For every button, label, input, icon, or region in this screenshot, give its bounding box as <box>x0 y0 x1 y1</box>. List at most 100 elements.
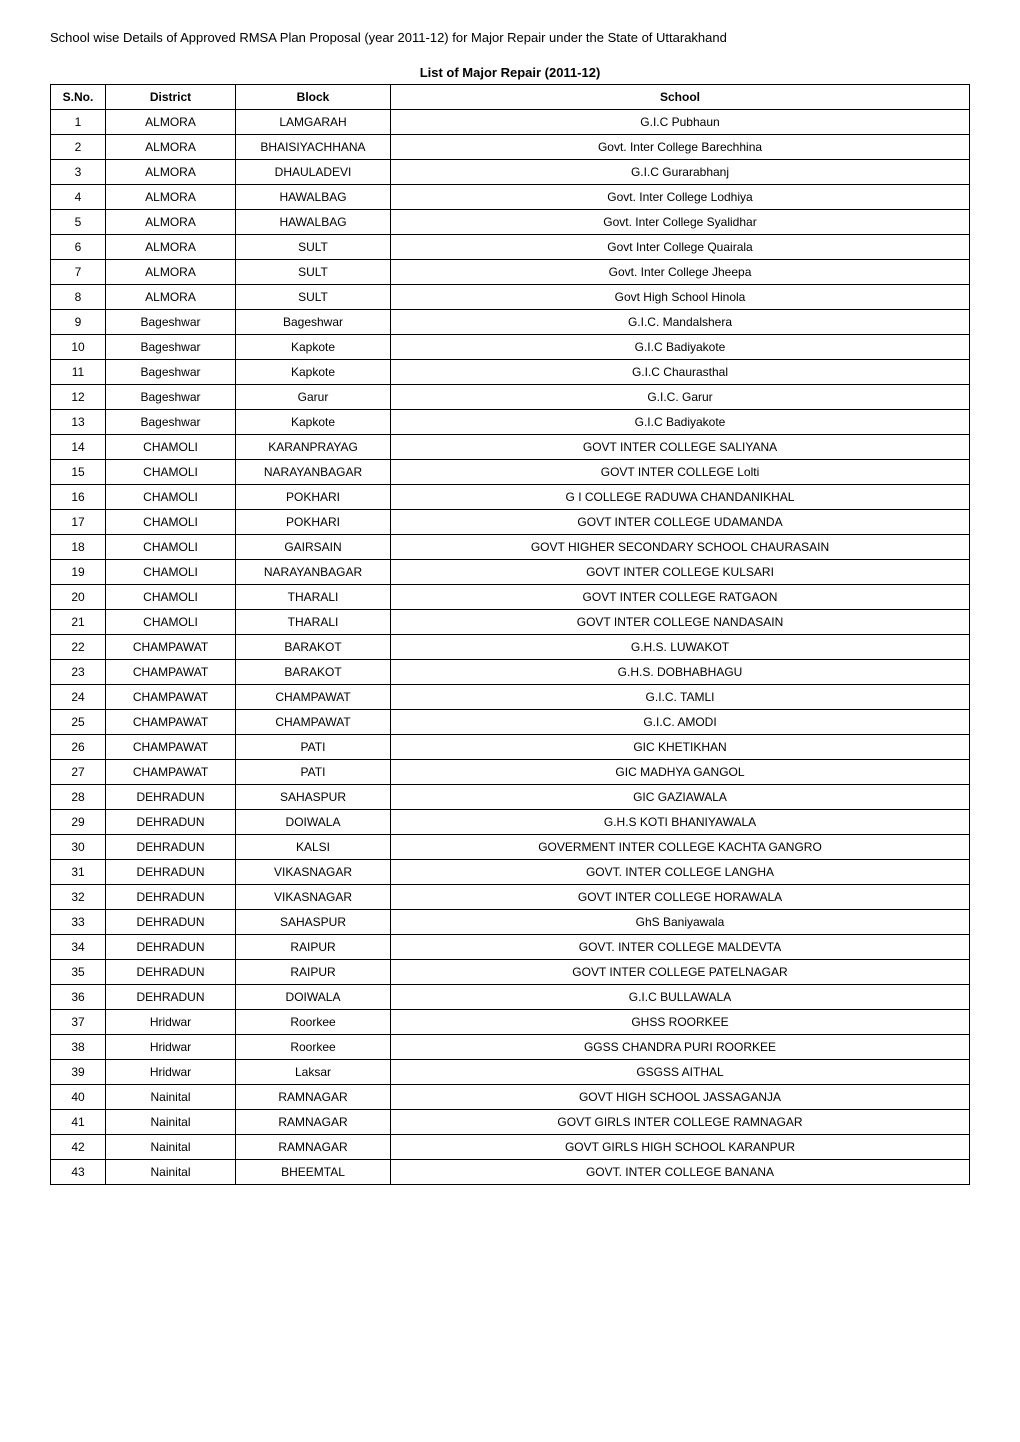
table-cell: GOVT INTER COLLEGE PATELNAGAR <box>391 960 970 985</box>
table-cell: 21 <box>51 610 106 635</box>
table-row: 22CHAMPAWATBARAKOTG.H.S. LUWAKOT <box>51 635 970 660</box>
table-cell: G I COLLEGE RADUWA CHANDANIKHAL <box>391 485 970 510</box>
table-cell: DEHRADUN <box>106 785 236 810</box>
table-row: 3ALMORADHAULADEVIG.I.C Gurarabhanj <box>51 160 970 185</box>
table-row: 20CHAMOLITHARALIGOVT INTER COLLEGE RATGA… <box>51 585 970 610</box>
table-cell: CHAMOLI <box>106 460 236 485</box>
table-cell: 33 <box>51 910 106 935</box>
table-row: 26CHAMPAWATPATIGIC KHETIKHAN <box>51 735 970 760</box>
table-cell: G.I.C. AMODI <box>391 710 970 735</box>
table-cell: GAIRSAIN <box>236 535 391 560</box>
table-cell: GIC GAZIAWALA <box>391 785 970 810</box>
table-row: 31DEHRADUNVIKASNAGARGOVT. INTER COLLEGE … <box>51 860 970 885</box>
table-cell: 40 <box>51 1085 106 1110</box>
table-cell: G.I.C. TAMLI <box>391 685 970 710</box>
table-cell: LAMGARAH <box>236 110 391 135</box>
table-row: 17CHAMOLIPOKHARIGOVT INTER COLLEGE UDAMA… <box>51 510 970 535</box>
table-cell: DEHRADUN <box>106 860 236 885</box>
table-cell: SULT <box>236 285 391 310</box>
table-cell: ALMORA <box>106 110 236 135</box>
column-header-sno: S.No. <box>51 85 106 110</box>
table-cell: CHAMPAWAT <box>236 710 391 735</box>
table-cell: GOVT. INTER COLLEGE BANANA <box>391 1160 970 1185</box>
table-row: 14CHAMOLIKARANPRAYAGGOVT INTER COLLEGE S… <box>51 435 970 460</box>
table-cell: 39 <box>51 1060 106 1085</box>
table-body: 1ALMORALAMGARAHG.I.C Pubhaun2ALMORABHAIS… <box>51 110 970 1185</box>
table-cell: GOVT. INTER COLLEGE LANGHA <box>391 860 970 885</box>
table-cell: HAWALBAG <box>236 210 391 235</box>
table-cell: Nainital <box>106 1135 236 1160</box>
table-cell: CHAMPAWAT <box>106 660 236 685</box>
table-cell: 1 <box>51 110 106 135</box>
table-cell: Nainital <box>106 1110 236 1135</box>
table-cell: NARAYANBAGAR <box>236 460 391 485</box>
table-cell: Bageshwar <box>106 410 236 435</box>
repair-table: S.No. District Block School 1ALMORALAMGA… <box>50 84 970 1185</box>
table-cell: Bageshwar <box>106 335 236 360</box>
table-row: 40NainitalRAMNAGARGOVT HIGH SCHOOL JASSA… <box>51 1085 970 1110</box>
table-cell: G.I.C BULLAWALA <box>391 985 970 1010</box>
table-row: 6ALMORASULTGovt Inter College Quairala <box>51 235 970 260</box>
table-cell: ALMORA <box>106 285 236 310</box>
table-cell: RAIPUR <box>236 960 391 985</box>
table-cell: 24 <box>51 685 106 710</box>
table-cell: 18 <box>51 535 106 560</box>
table-cell: 35 <box>51 960 106 985</box>
table-cell: G.I.C Gurarabhanj <box>391 160 970 185</box>
table-row: 27CHAMPAWATPATIGIC MADHYA GANGOL <box>51 760 970 785</box>
table-cell: DEHRADUN <box>106 810 236 835</box>
table-cell: DEHRADUN <box>106 835 236 860</box>
table-cell: 38 <box>51 1035 106 1060</box>
table-cell: BHAISIYACHHANA <box>236 135 391 160</box>
table-cell: 14 <box>51 435 106 460</box>
table-cell: DEHRADUN <box>106 885 236 910</box>
table-cell: G.I.C Chaurasthal <box>391 360 970 385</box>
table-cell: G.I.C Pubhaun <box>391 110 970 135</box>
table-cell: DOIWALA <box>236 985 391 1010</box>
table-cell: 37 <box>51 1010 106 1035</box>
table-cell: HAWALBAG <box>236 185 391 210</box>
table-cell: 28 <box>51 785 106 810</box>
table-cell: PATI <box>236 760 391 785</box>
table-cell: DEHRADUN <box>106 935 236 960</box>
table-row: 25CHAMPAWATCHAMPAWATG.I.C. AMODI <box>51 710 970 735</box>
table-row: 1ALMORALAMGARAHG.I.C Pubhaun <box>51 110 970 135</box>
table-row: 7ALMORASULTGovt. Inter College Jheepa <box>51 260 970 285</box>
table-cell: VIKASNAGAR <box>236 885 391 910</box>
table-cell: GOVT INTER COLLEGE SALIYANA <box>391 435 970 460</box>
table-row: 36DEHRADUNDOIWALAG.I.C BULLAWALA <box>51 985 970 1010</box>
table-cell: 4 <box>51 185 106 210</box>
table-cell: 29 <box>51 810 106 835</box>
table-cell: CHAMOLI <box>106 485 236 510</box>
table-header-row: S.No. District Block School <box>51 85 970 110</box>
table-cell: RAIPUR <box>236 935 391 960</box>
table-row: 33DEHRADUNSAHASPURGhS Baniyawala <box>51 910 970 935</box>
table-cell: GSGSS AITHAL <box>391 1060 970 1085</box>
table-title: List of Major Repair (2011-12) <box>50 65 970 80</box>
table-cell: Hridwar <box>106 1035 236 1060</box>
table-row: 2ALMORABHAISIYACHHANAGovt. Inter College… <box>51 135 970 160</box>
table-cell: 6 <box>51 235 106 260</box>
table-cell: GOVT INTER COLLEGE RATGAON <box>391 585 970 610</box>
table-cell: 16 <box>51 485 106 510</box>
table-row: 38HridwarRoorkeeGGSS CHANDRA PURI ROORKE… <box>51 1035 970 1060</box>
table-row: 23CHAMPAWATBARAKOTG.H.S. DOBHABHAGU <box>51 660 970 685</box>
table-cell: GOVT INTER COLLEGE Lolti <box>391 460 970 485</box>
table-cell: NARAYANBAGAR <box>236 560 391 585</box>
table-cell: 31 <box>51 860 106 885</box>
page-title: School wise Details of Approved RMSA Pla… <box>50 30 970 45</box>
table-cell: 25 <box>51 710 106 735</box>
table-cell: GOVT INTER COLLEGE NANDASAIN <box>391 610 970 635</box>
table-cell: 9 <box>51 310 106 335</box>
table-cell: 36 <box>51 985 106 1010</box>
table-cell: Govt. Inter College Jheepa <box>391 260 970 285</box>
table-row: 5ALMORAHAWALBAGGovt. Inter College Syali… <box>51 210 970 235</box>
table-cell: Hridwar <box>106 1010 236 1035</box>
table-cell: ALMORA <box>106 235 236 260</box>
table-cell: GOVT HIGH SCHOOL JASSAGANJA <box>391 1085 970 1110</box>
table-cell: Bageshwar <box>106 360 236 385</box>
table-cell: BHEEMTAL <box>236 1160 391 1185</box>
table-row: 21CHAMOLITHARALIGOVT INTER COLLEGE NANDA… <box>51 610 970 635</box>
table-cell: GIC MADHYA GANGOL <box>391 760 970 785</box>
table-cell: 13 <box>51 410 106 435</box>
